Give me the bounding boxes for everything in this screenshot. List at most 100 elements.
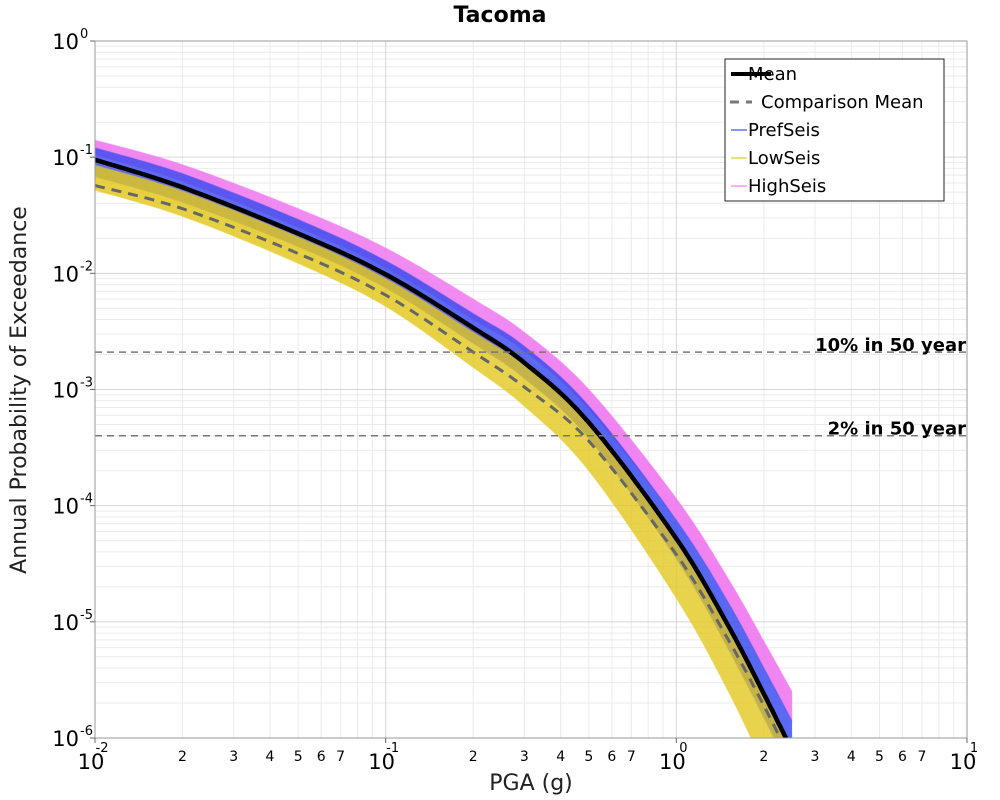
band-curve — [95, 156, 793, 738]
x-minor-tick-label: 6 — [898, 749, 907, 765]
band-curve — [95, 153, 793, 733]
x-minor-tick-label: 6 — [607, 749, 616, 765]
band-curve — [95, 155, 793, 736]
band-curve — [95, 155, 793, 738]
band-curve — [95, 152, 793, 731]
band-curve — [95, 147, 793, 722]
band-curve — [95, 157, 792, 738]
legend-box — [724, 58, 945, 202]
x-major-tick-exponent: -1 — [386, 741, 399, 756]
band-curve — [95, 187, 755, 738]
x-minor-tick-label: 3 — [520, 749, 529, 765]
y-major-tick-label: 10 — [52, 379, 79, 403]
legend-label: Mean — [748, 64, 797, 85]
x-minor-tick-label: 2 — [469, 749, 478, 765]
y-major-tick-exponent: -6 — [80, 724, 93, 739]
band-curve — [95, 185, 757, 738]
x-minor-tick-label: 5 — [875, 749, 884, 765]
reference-line-label: 2% in 50 year — [828, 419, 966, 440]
x-major-tick-label: 10 — [368, 750, 395, 774]
x-minor-tick-label: 3 — [229, 749, 238, 765]
series-comparison-mean — [95, 184, 782, 738]
band-curve — [95, 142, 793, 699]
band-curve — [95, 139, 793, 693]
band-curve — [95, 146, 793, 707]
band-curve — [95, 189, 752, 738]
band-curve — [95, 141, 793, 696]
band-curve — [95, 148, 793, 723]
band-curve — [95, 146, 793, 706]
band-curve — [95, 154, 793, 734]
x-axis-title: PGA (g) — [489, 771, 573, 796]
band-curve — [95, 171, 778, 738]
band-curve — [95, 143, 793, 700]
y-major-tick-exponent: -5 — [80, 608, 93, 623]
band-curve — [95, 188, 754, 738]
legend: Mean Comparison Mean PrefSeis LowSeis HighSe… — [724, 58, 945, 202]
band-curve — [95, 140, 793, 694]
y-major-tick-label: 10 — [52, 495, 79, 519]
y-major-tick-exponent: -3 — [80, 376, 93, 391]
x-minor-tick-label: 7 — [627, 749, 636, 765]
x-minor-tick-label: 4 — [266, 749, 275, 765]
chart-title: Tacoma — [454, 3, 547, 28]
band-curve — [95, 185, 758, 738]
x-minor-tick-label: 5 — [294, 749, 303, 765]
x-minor-tick-label: 7 — [918, 749, 927, 765]
band-curve — [95, 186, 756, 738]
band-curve — [95, 143, 793, 701]
x-minor-tick-label: 5 — [584, 749, 593, 765]
series-layer — [95, 157, 789, 738]
band-curve — [95, 140, 793, 695]
band-curve — [95, 149, 793, 725]
band-curve — [95, 146, 793, 705]
y-major-tick-exponent: -4 — [80, 492, 93, 507]
band-curve — [95, 144, 793, 703]
band-curve — [95, 183, 761, 738]
band-curve — [95, 142, 793, 698]
band-curve — [95, 144, 793, 702]
x-minor-tick-label: 2 — [759, 749, 768, 765]
band-curve — [95, 175, 773, 738]
series-mean — [95, 157, 789, 738]
reference-line-label: 10% in 50 year — [815, 335, 966, 356]
x-minor-tick-label: 4 — [556, 749, 565, 765]
y-major-tick-label: 10 — [52, 30, 79, 54]
band-curve — [95, 145, 793, 704]
band-curve — [95, 168, 783, 738]
x-minor-tick-label: 4 — [847, 749, 856, 765]
band-curve — [95, 151, 793, 730]
band-curve — [95, 172, 777, 738]
band-curve — [95, 149, 793, 727]
x-major-tick-label: 10 — [659, 750, 686, 774]
band-curve — [95, 141, 793, 697]
x-minor-tick-label: 2 — [178, 749, 187, 765]
x-minor-tick-label: 7 — [336, 749, 345, 765]
band-curve — [95, 169, 781, 738]
legend-label: PrefSeis — [748, 120, 820, 141]
band-curve — [95, 172, 776, 738]
y-major-tick-label: 10 — [52, 611, 79, 635]
y-axis-title: Annual Probability of Exceedance — [7, 206, 32, 574]
band-curve — [95, 143, 793, 699]
band-curve — [95, 150, 793, 728]
y-major-tick-label: 10 — [52, 146, 79, 170]
legend-label: HighSeis — [748, 176, 826, 197]
y-major-tick-exponent: -1 — [80, 143, 93, 158]
x-major-tick-exponent: -2 — [96, 741, 109, 756]
band-curve — [95, 188, 753, 738]
band-curve — [95, 173, 775, 738]
band-curve — [95, 147, 793, 708]
y-major-tick-label: 10 — [52, 727, 79, 751]
band-curve — [95, 184, 759, 738]
y-major-tick-exponent: 0 — [80, 27, 88, 42]
band-curve — [95, 169, 780, 738]
x-major-tick-label: 10 — [950, 750, 977, 774]
legend-label: LowSeis — [748, 148, 820, 169]
band-curve — [95, 176, 771, 738]
band-curve — [95, 174, 774, 738]
band-curve — [95, 145, 793, 705]
